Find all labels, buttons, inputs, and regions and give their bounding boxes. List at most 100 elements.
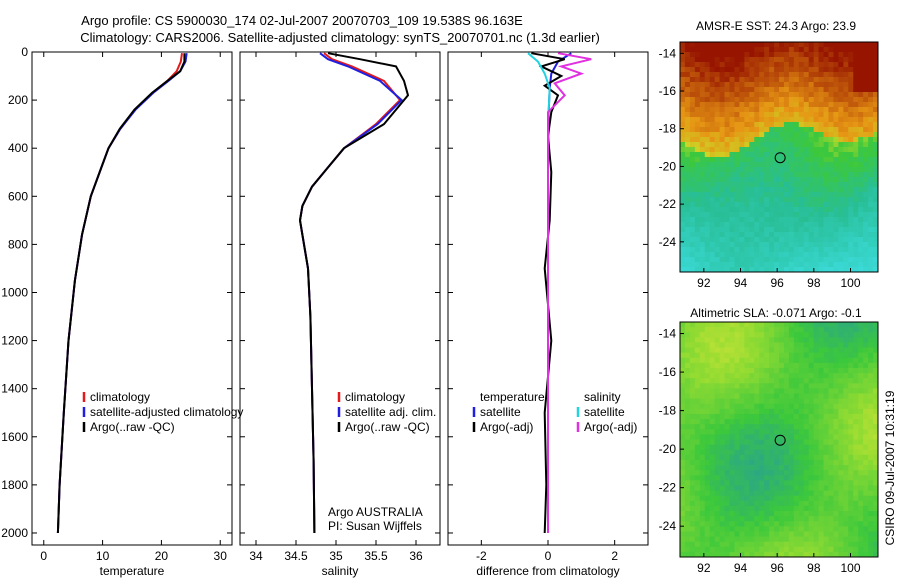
map-cell bbox=[680, 490, 686, 497]
map-cell bbox=[788, 47, 795, 53]
map-cell bbox=[749, 531, 755, 537]
map-cell bbox=[769, 127, 775, 133]
map-cell bbox=[873, 87, 879, 93]
map-cell bbox=[764, 257, 770, 263]
map-cell bbox=[823, 232, 829, 238]
map-cell bbox=[818, 485, 824, 491]
map-cell bbox=[858, 172, 864, 178]
map-cell bbox=[818, 408, 824, 415]
map-cell bbox=[774, 475, 780, 481]
map-cell bbox=[714, 327, 720, 333]
map-cell bbox=[798, 262, 805, 268]
map-cell bbox=[808, 362, 815, 369]
map-cell bbox=[709, 480, 716, 486]
map-cell bbox=[873, 262, 879, 268]
map-cell bbox=[818, 242, 824, 248]
map-cell bbox=[749, 398, 755, 405]
map-cell bbox=[729, 347, 735, 354]
map-cell bbox=[699, 373, 706, 379]
map-cell bbox=[808, 117, 815, 123]
map-cell bbox=[803, 352, 810, 359]
map-cell bbox=[788, 322, 795, 328]
map-cell bbox=[853, 362, 859, 369]
map-cell bbox=[714, 172, 720, 178]
map-cell bbox=[694, 247, 701, 253]
map-cell bbox=[734, 112, 740, 118]
map-cell bbox=[823, 57, 829, 63]
map-cell bbox=[813, 526, 819, 532]
map-cell bbox=[858, 87, 864, 93]
map-cell bbox=[704, 419, 711, 425]
map-cell bbox=[828, 541, 834, 548]
map-cell bbox=[759, 454, 765, 461]
map-cell bbox=[719, 516, 725, 522]
map-cell bbox=[853, 142, 859, 148]
map-cell bbox=[744, 373, 750, 379]
map-cell bbox=[759, 495, 765, 502]
map-cell bbox=[853, 92, 859, 98]
map-cell bbox=[818, 202, 824, 208]
map-cell bbox=[749, 117, 755, 123]
map-cell bbox=[719, 137, 725, 143]
map-cell bbox=[699, 132, 706, 138]
map-cell bbox=[798, 521, 805, 527]
map-cell bbox=[873, 465, 879, 471]
map-cell bbox=[858, 393, 864, 400]
map-cell bbox=[774, 157, 780, 163]
map-cell bbox=[704, 393, 711, 400]
map-cell bbox=[729, 322, 735, 328]
map-cell bbox=[828, 408, 834, 415]
map-cell bbox=[719, 429, 725, 435]
map-cell bbox=[873, 217, 879, 223]
map-cell bbox=[783, 511, 790, 517]
map-cell bbox=[680, 167, 686, 173]
map-cell bbox=[823, 327, 829, 333]
map-cell bbox=[828, 388, 834, 394]
map-cell bbox=[680, 526, 686, 532]
map-cell bbox=[833, 217, 839, 223]
map-cell bbox=[813, 357, 819, 364]
map-cell bbox=[684, 373, 691, 379]
map-cell bbox=[783, 434, 790, 440]
map-cell bbox=[813, 52, 819, 58]
map-cell bbox=[699, 147, 706, 153]
map-cell bbox=[689, 444, 696, 451]
map-cell bbox=[744, 516, 750, 522]
map-cell bbox=[699, 67, 706, 73]
map-cell bbox=[783, 439, 790, 446]
map-cell bbox=[684, 77, 691, 83]
map-cell bbox=[719, 107, 725, 113]
map-cell bbox=[798, 212, 805, 218]
map-cell bbox=[704, 526, 711, 532]
map-cell bbox=[684, 362, 691, 369]
map-cell bbox=[793, 536, 800, 543]
map-cell bbox=[749, 87, 755, 93]
map-cell bbox=[853, 434, 859, 440]
map-cell bbox=[724, 357, 730, 364]
map-cell bbox=[858, 112, 864, 118]
map-cell bbox=[704, 117, 711, 123]
map-cell bbox=[709, 182, 716, 188]
map-cell bbox=[699, 449, 706, 456]
map-cell bbox=[803, 172, 810, 178]
map-cell bbox=[734, 342, 740, 348]
map-cell bbox=[680, 92, 686, 98]
map-cell bbox=[704, 87, 711, 93]
map-cell bbox=[714, 107, 720, 113]
map-cell bbox=[749, 495, 755, 502]
map-cell bbox=[684, 470, 691, 476]
map-cell bbox=[769, 500, 775, 507]
map-cell bbox=[729, 383, 735, 389]
map-cell bbox=[833, 342, 839, 348]
map-cell bbox=[838, 490, 844, 497]
map-cell bbox=[848, 526, 854, 532]
map-cell bbox=[754, 388, 760, 394]
map-cell bbox=[689, 332, 696, 338]
map-cell bbox=[749, 342, 755, 348]
map-cell bbox=[689, 342, 696, 348]
map-cell bbox=[823, 475, 829, 481]
map-cell bbox=[813, 147, 819, 153]
map-cell bbox=[793, 162, 800, 168]
map-cell bbox=[828, 500, 834, 507]
map-cell bbox=[813, 332, 819, 338]
